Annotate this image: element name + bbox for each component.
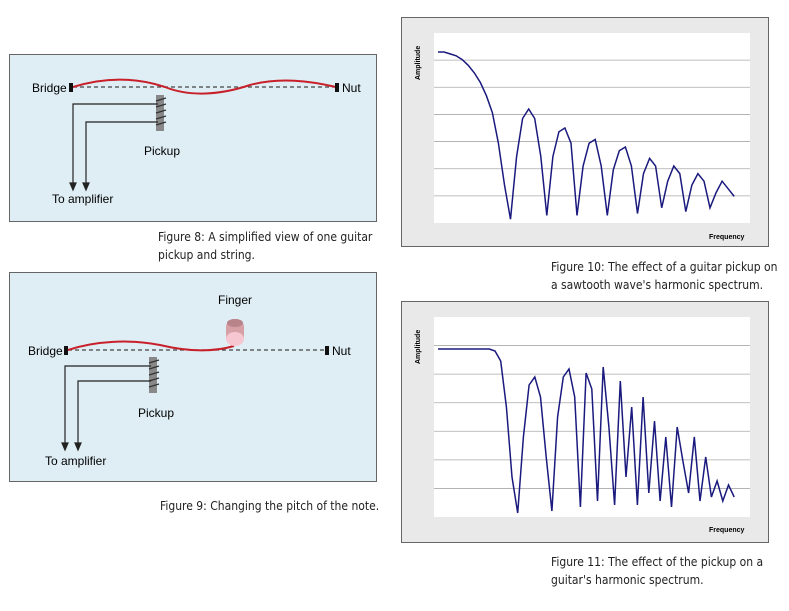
bridge-label: Bridge <box>28 344 63 358</box>
nut-marker <box>325 346 329 355</box>
chart-series-line <box>438 51 735 220</box>
figure8-panel: Bridge Nut Pickup To amplifier <box>9 54 377 222</box>
figure10-caption: Figure 10: The effect of a guitar pickup… <box>551 260 778 292</box>
figure11-chart: Amplitude Frequency <box>415 317 750 534</box>
figure11-panel: Amplitude Frequency <box>401 301 769 543</box>
figure9-diagram: Bridge Nut Finger Pickup To amplifier <box>28 293 351 468</box>
figure8-diagram: Bridge Nut Pickup To amplifier <box>32 78 361 206</box>
vibrating-string <box>72 78 337 95</box>
bridge-marker <box>69 83 73 92</box>
finger-icon <box>226 319 244 346</box>
figure10-panel: Amplitude Frequency <box>401 17 769 247</box>
nut-label: Nut <box>332 344 351 358</box>
amplifier-wires <box>61 365 151 452</box>
nut-label: Nut <box>342 81 361 95</box>
amplifier-label: To amplifier <box>45 454 106 468</box>
chart-gridlines <box>434 345 750 489</box>
pickup-label: Pickup <box>138 406 174 420</box>
pickup-icon <box>155 95 167 131</box>
x-axis-label: Frequency <box>709 527 745 534</box>
figure9-caption: Figure 9: Changing the pitch of the note… <box>160 499 380 513</box>
chart-gridlines <box>434 59 750 197</box>
y-axis-label: Amplitude <box>415 330 422 364</box>
figure9-panel: Bridge Nut Finger Pickup To amplifier <box>9 272 377 482</box>
x-axis-label: Frequency <box>709 234 745 241</box>
nut-marker <box>335 83 339 92</box>
amplifier-label: To amplifier <box>52 192 113 206</box>
bridge-marker <box>64 346 68 355</box>
chart-series-line <box>438 348 735 514</box>
pickup-label: Pickup <box>144 144 180 158</box>
pickup-icon <box>148 357 160 393</box>
plot-area <box>434 33 750 223</box>
figure11-caption: Figure 11: The effect of the pickup on a… <box>551 555 764 587</box>
figure8-caption: Figure 8: A simplified view of one guita… <box>158 230 373 262</box>
amplifier-wires <box>69 103 158 192</box>
y-axis-label: Amplitude <box>415 46 422 80</box>
plot-area <box>434 317 750 517</box>
bridge-label: Bridge <box>32 81 67 95</box>
figure10-chart: Amplitude Frequency <box>415 33 750 241</box>
vibrating-string <box>67 340 235 352</box>
finger-label: Finger <box>218 293 252 307</box>
